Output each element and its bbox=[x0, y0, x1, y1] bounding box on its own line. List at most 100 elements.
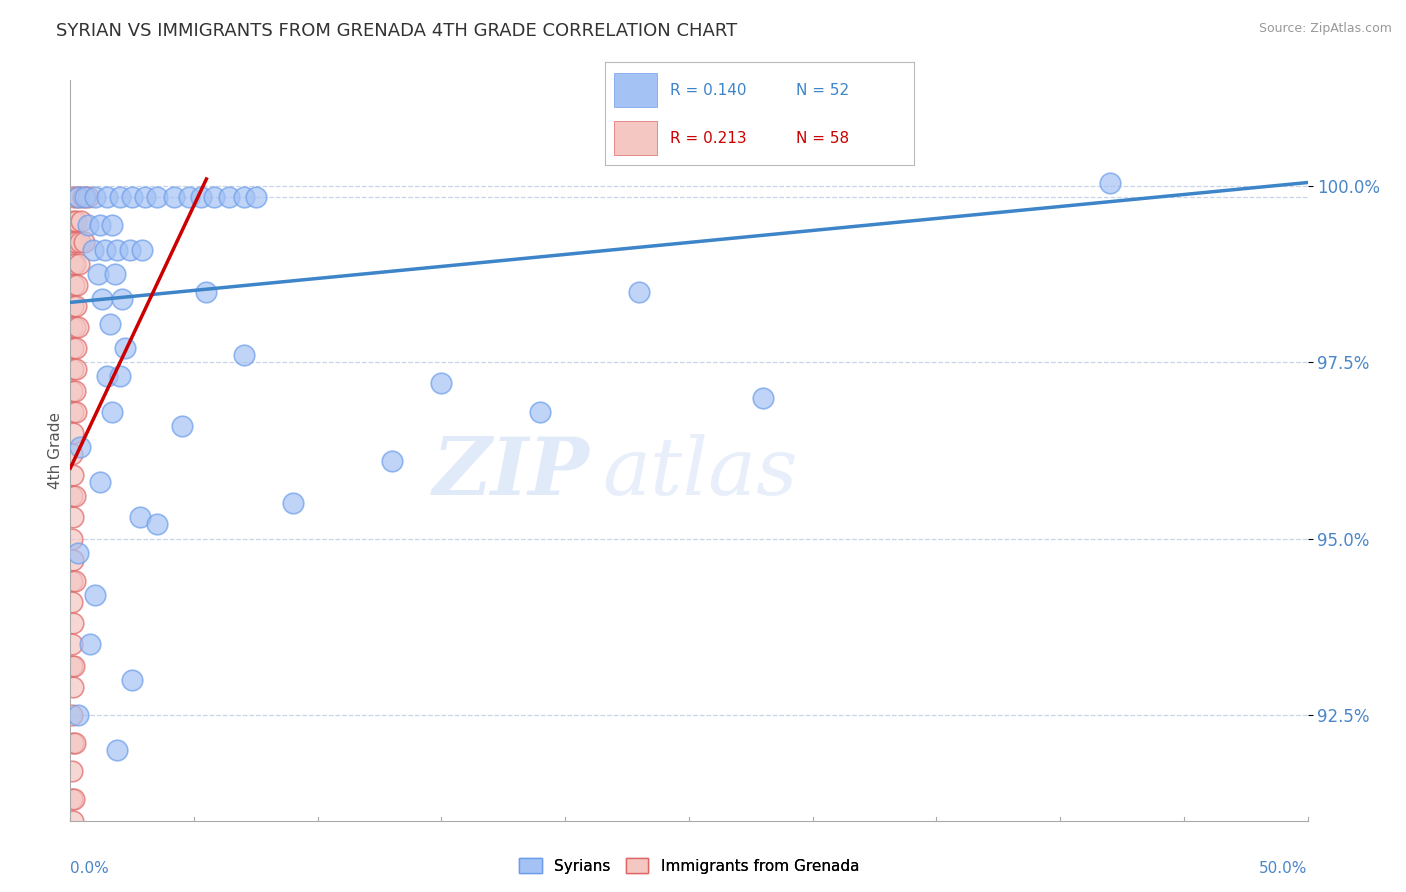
Text: 50.0%: 50.0% bbox=[1260, 862, 1308, 876]
Point bbox=[752, 391, 775, 405]
Text: 0.0%: 0.0% bbox=[70, 862, 110, 876]
Point bbox=[60, 658, 83, 673]
Point bbox=[63, 658, 86, 673]
Legend: Syrians, Immigrants from Grenada: Syrians, Immigrants from Grenada bbox=[513, 852, 865, 880]
Point bbox=[108, 189, 131, 203]
Point bbox=[60, 384, 83, 398]
Point bbox=[529, 405, 551, 419]
Point bbox=[146, 517, 169, 532]
Point bbox=[60, 707, 83, 722]
Text: atlas: atlas bbox=[602, 434, 797, 511]
Point bbox=[66, 320, 89, 334]
Point bbox=[195, 285, 218, 299]
Point bbox=[62, 362, 84, 376]
Text: R = 0.213: R = 0.213 bbox=[669, 131, 747, 146]
Point bbox=[63, 277, 86, 292]
Text: SYRIAN VS IMMIGRANTS FROM GRENADA 4TH GRADE CORRELATION CHART: SYRIAN VS IMMIGRANTS FROM GRENADA 4TH GR… bbox=[56, 22, 738, 40]
Point bbox=[63, 189, 86, 203]
Point bbox=[60, 489, 83, 503]
Y-axis label: 4th Grade: 4th Grade bbox=[48, 412, 63, 489]
Point bbox=[190, 189, 212, 203]
Point bbox=[66, 189, 89, 203]
Point bbox=[73, 235, 96, 250]
Point bbox=[232, 189, 254, 203]
Text: Source: ZipAtlas.com: Source: ZipAtlas.com bbox=[1258, 22, 1392, 36]
Point bbox=[70, 214, 93, 228]
Point bbox=[121, 189, 143, 203]
Point bbox=[60, 574, 83, 588]
Point bbox=[60, 637, 83, 651]
Point bbox=[60, 891, 83, 892]
Point bbox=[60, 447, 83, 461]
Point bbox=[62, 341, 84, 355]
Point bbox=[202, 189, 225, 203]
Point bbox=[82, 243, 104, 257]
Point bbox=[245, 189, 267, 203]
Point bbox=[121, 673, 143, 687]
Point bbox=[101, 405, 124, 419]
Point bbox=[63, 384, 86, 398]
Point bbox=[62, 468, 84, 483]
Point bbox=[65, 405, 87, 419]
Point bbox=[105, 743, 128, 757]
Point bbox=[232, 348, 254, 362]
Point bbox=[75, 189, 97, 203]
Point bbox=[65, 341, 87, 355]
Point bbox=[84, 189, 107, 203]
Text: R = 0.140: R = 0.140 bbox=[669, 83, 747, 97]
Point bbox=[69, 440, 91, 454]
Point bbox=[63, 736, 86, 750]
Point bbox=[62, 214, 84, 228]
Point bbox=[62, 736, 84, 750]
Point bbox=[66, 277, 89, 292]
Point bbox=[170, 418, 193, 433]
Point bbox=[76, 218, 98, 232]
Point bbox=[65, 235, 87, 250]
Point bbox=[1098, 176, 1121, 190]
Point bbox=[86, 267, 108, 281]
Point bbox=[62, 814, 84, 828]
Point bbox=[62, 299, 84, 313]
Point bbox=[66, 189, 89, 203]
Point bbox=[65, 257, 87, 271]
Point bbox=[108, 369, 131, 384]
Point bbox=[111, 292, 134, 306]
Point bbox=[89, 218, 111, 232]
Point bbox=[628, 285, 651, 299]
Point bbox=[96, 369, 118, 384]
Point bbox=[381, 454, 404, 468]
Point bbox=[62, 405, 84, 419]
Point bbox=[63, 320, 86, 334]
Point bbox=[84, 588, 107, 602]
Text: N = 58: N = 58 bbox=[796, 131, 849, 146]
Point bbox=[72, 189, 94, 203]
Point bbox=[63, 842, 86, 856]
Point bbox=[281, 496, 304, 510]
Point bbox=[128, 510, 150, 524]
Point bbox=[62, 870, 84, 884]
Point bbox=[94, 243, 117, 257]
Point bbox=[96, 189, 118, 203]
Point bbox=[430, 376, 453, 391]
Point bbox=[62, 680, 84, 694]
Point bbox=[63, 574, 86, 588]
Point bbox=[62, 257, 84, 271]
Point bbox=[98, 317, 121, 331]
Point bbox=[65, 214, 87, 228]
Point bbox=[105, 243, 128, 257]
Point bbox=[131, 243, 153, 257]
Point bbox=[60, 320, 83, 334]
Point bbox=[66, 546, 89, 560]
Point bbox=[63, 489, 86, 503]
Point bbox=[60, 595, 83, 609]
Point bbox=[89, 475, 111, 490]
Point bbox=[60, 842, 83, 856]
Point bbox=[76, 189, 98, 203]
Bar bbox=[614, 121, 657, 155]
Point bbox=[79, 637, 101, 651]
Bar bbox=[614, 73, 657, 106]
Point bbox=[69, 235, 91, 250]
Point bbox=[62, 792, 84, 806]
Point bbox=[60, 792, 83, 806]
Point bbox=[67, 257, 90, 271]
